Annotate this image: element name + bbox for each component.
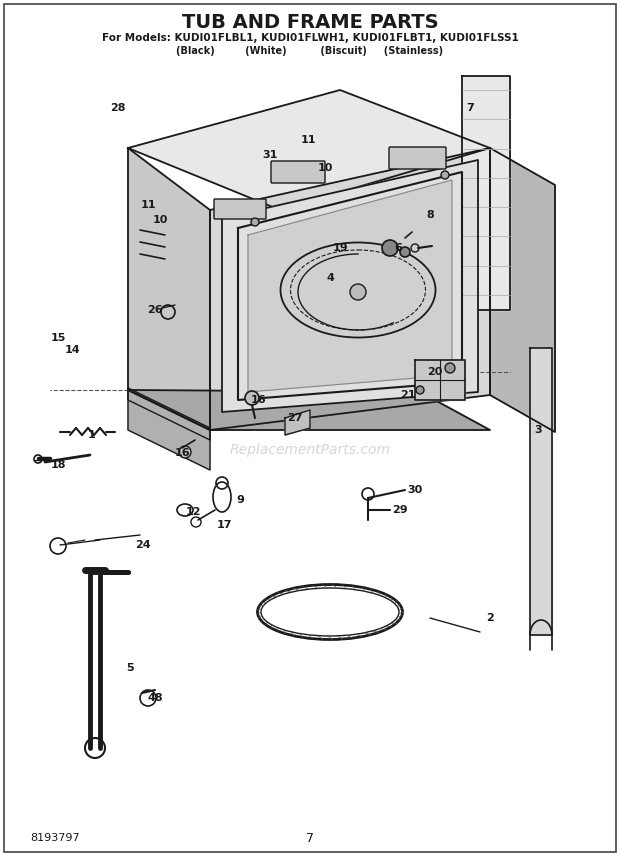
Text: 24: 24: [135, 540, 151, 550]
Polygon shape: [462, 76, 510, 310]
Polygon shape: [415, 360, 465, 400]
Text: 1: 1: [88, 430, 96, 440]
Text: 18: 18: [50, 460, 66, 470]
Text: 30: 30: [407, 485, 423, 495]
Circle shape: [441, 171, 449, 179]
Polygon shape: [128, 90, 490, 210]
Circle shape: [382, 240, 398, 256]
Text: 16: 16: [250, 395, 266, 405]
Text: 7: 7: [466, 103, 474, 113]
Text: 5: 5: [126, 663, 134, 673]
Text: 3: 3: [534, 425, 542, 435]
Text: 7: 7: [306, 831, 314, 845]
Polygon shape: [128, 388, 210, 440]
Text: 14: 14: [64, 345, 80, 355]
Text: 10: 10: [317, 163, 333, 173]
Circle shape: [445, 363, 455, 373]
Polygon shape: [210, 148, 490, 430]
Text: 21: 21: [401, 390, 416, 400]
Polygon shape: [128, 390, 210, 470]
Circle shape: [179, 446, 191, 458]
FancyBboxPatch shape: [389, 147, 446, 169]
Text: 48: 48: [147, 693, 163, 703]
Polygon shape: [530, 348, 552, 635]
Text: 15: 15: [50, 333, 66, 343]
Text: 4: 4: [326, 273, 334, 283]
Text: 16: 16: [174, 448, 190, 458]
Text: For Models: KUDI01FLBL1, KUDI01FLWH1, KUDI01FLBT1, KUDI01FLSS1: For Models: KUDI01FLBL1, KUDI01FLWH1, KU…: [102, 33, 518, 43]
Text: 17: 17: [216, 520, 232, 530]
Text: 9: 9: [236, 495, 244, 505]
Polygon shape: [490, 148, 555, 432]
Polygon shape: [248, 180, 452, 392]
Text: 10: 10: [153, 215, 167, 225]
Text: 26: 26: [147, 305, 163, 315]
Text: 29: 29: [392, 505, 408, 515]
Text: 8193797: 8193797: [30, 833, 79, 843]
Polygon shape: [222, 160, 478, 412]
Circle shape: [245, 391, 259, 405]
Polygon shape: [128, 148, 210, 430]
Text: 11: 11: [140, 200, 156, 210]
Text: 11: 11: [300, 135, 316, 145]
Text: (Black)         (White)          (Biscuit)     (Stainless): (Black) (White) (Biscuit) (Stainless): [177, 46, 443, 56]
Text: TUB AND FRAME PARTS: TUB AND FRAME PARTS: [182, 13, 438, 32]
Polygon shape: [128, 390, 490, 430]
Text: 31: 31: [262, 150, 278, 160]
Text: 28: 28: [110, 103, 126, 113]
FancyBboxPatch shape: [271, 161, 325, 183]
Circle shape: [416, 386, 424, 394]
Polygon shape: [285, 410, 310, 435]
Text: 8: 8: [426, 210, 434, 220]
Text: ReplacementParts.com: ReplacementParts.com: [229, 443, 391, 457]
Circle shape: [400, 247, 410, 257]
Text: 27: 27: [287, 413, 303, 423]
FancyBboxPatch shape: [214, 199, 266, 219]
Text: 6: 6: [394, 243, 402, 253]
Text: 20: 20: [427, 367, 443, 377]
Circle shape: [350, 284, 366, 300]
Text: 2: 2: [486, 613, 494, 623]
Circle shape: [251, 218, 259, 226]
Text: 19: 19: [332, 243, 348, 253]
Text: 12: 12: [185, 507, 201, 517]
